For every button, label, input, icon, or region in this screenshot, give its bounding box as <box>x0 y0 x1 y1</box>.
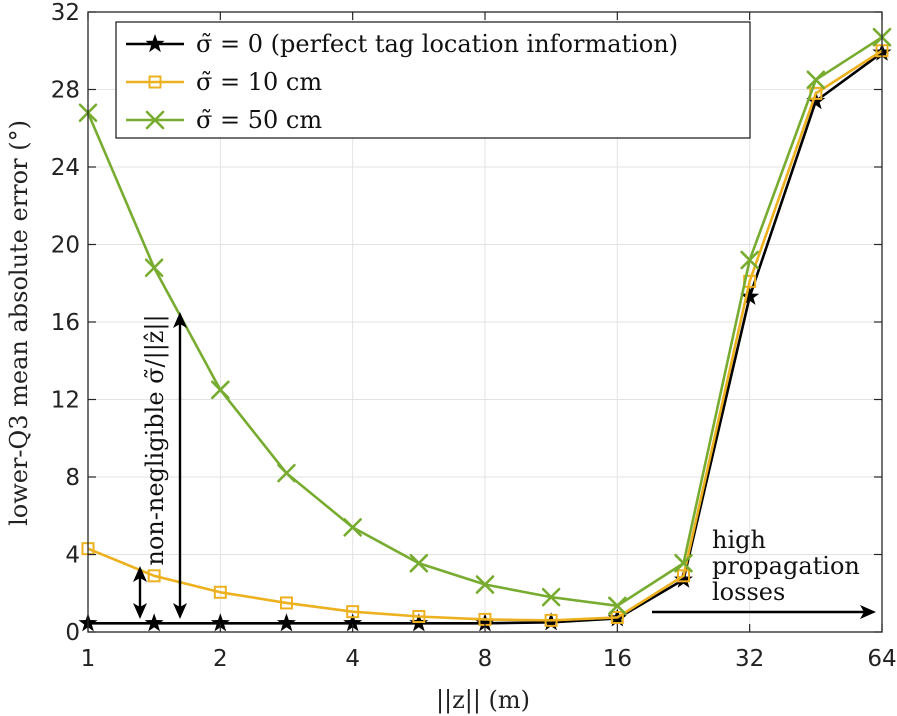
x-tick-label: 1 <box>81 646 96 672</box>
series-3-point <box>211 380 230 400</box>
legend-label-3: σ̃ = 50 cm <box>196 106 322 134</box>
series-3-point <box>674 553 693 573</box>
series-2-point <box>279 596 293 610</box>
series-3-point <box>343 518 362 537</box>
series-line-2 <box>87 49 883 622</box>
series-2-point <box>346 605 360 619</box>
series-3-point <box>144 258 164 278</box>
series-3-point <box>541 587 561 607</box>
y-tick-label: 12 <box>51 388 80 414</box>
x-tick-label: 64 <box>867 646 896 672</box>
y-tick-label: 0 <box>65 620 80 646</box>
legend-marker-1 <box>145 34 165 53</box>
axes <box>87 11 883 633</box>
series-1-point <box>674 569 694 588</box>
x-tick-label: 16 <box>603 646 632 672</box>
series-2-point <box>213 585 227 599</box>
annotation-high-line: high <box>712 526 766 554</box>
small-arrow-down-head <box>133 603 147 619</box>
legend-label-1: σ̃ = 0 (perfect tag location information… <box>196 30 678 58</box>
y-tick-label: 16 <box>51 310 80 336</box>
legend-marker-2 <box>148 75 162 89</box>
series-1-point <box>210 613 230 632</box>
series-3-point <box>277 463 296 483</box>
series-layer <box>78 27 892 632</box>
y-tick-label: 28 <box>51 78 80 104</box>
series-1-point <box>806 91 826 110</box>
series-2-point <box>610 610 624 624</box>
legend-marker-3 <box>145 110 165 130</box>
series-2-point <box>412 610 426 623</box>
large-arrow-down-head <box>173 603 187 619</box>
x-tick-label: 32 <box>735 646 764 672</box>
annotation-propagation-line: propagation <box>712 552 860 580</box>
x-axis-label: ||z|| (m) <box>436 686 530 715</box>
y-tick-label: 4 <box>65 543 80 569</box>
series-3-point <box>475 575 495 594</box>
series-3-point <box>806 70 826 90</box>
y-tick-label: 32 <box>51 0 80 26</box>
series-2-point <box>147 569 161 583</box>
series-3-point <box>608 596 627 616</box>
large-arrow-up-head <box>173 312 187 328</box>
x-tick-label: 4 <box>345 646 360 672</box>
series-2-point <box>677 569 691 583</box>
series-1-point <box>144 613 164 632</box>
legend: σ̃ = 0 (perfect tag location information… <box>115 21 751 139</box>
y-tick-label: 20 <box>51 233 80 259</box>
annotation-non-negligible: non-negligible σ̃/||ẑ|| <box>141 314 170 565</box>
annotation-layer: non-negligible σ̃/||ẑ|| high propagation… <box>133 312 876 619</box>
y-tick-label: 8 <box>65 465 80 491</box>
losses-arrow-head <box>860 605 876 619</box>
series-1-point <box>475 613 495 632</box>
series-1-point <box>276 613 296 632</box>
y-axis-label: lower-Q3 mean absolute error (°) <box>5 120 33 526</box>
x-tick-label: 2 <box>213 646 228 672</box>
series-3-point <box>409 553 429 573</box>
legend-box <box>115 21 751 139</box>
series-1-point <box>740 286 760 305</box>
series-1-point <box>343 613 363 632</box>
x-tick-label: 8 <box>478 646 493 672</box>
series-3-point <box>740 250 759 270</box>
series-2-point <box>544 613 558 627</box>
y-tick-label: 24 <box>51 155 80 181</box>
small-arrow-up-head <box>133 566 147 582</box>
legend-label-2: σ̃ = 10 cm <box>196 68 322 96</box>
annotation-losses-line: losses <box>712 578 785 606</box>
